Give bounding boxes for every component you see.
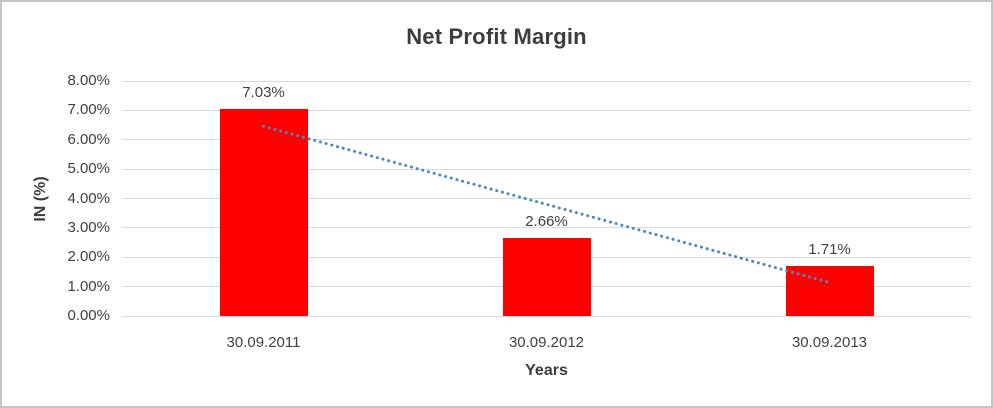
gridline bbox=[122, 109, 971, 111]
y-tick-label: 6.00% bbox=[67, 130, 110, 148]
y-tick-label: 2.00% bbox=[67, 248, 110, 266]
x-tick-label: 30.09.2011 bbox=[226, 334, 301, 351]
y-tick-label: 4.00% bbox=[67, 189, 110, 207]
bar bbox=[502, 237, 591, 316]
bar bbox=[219, 109, 308, 316]
y-tick-label: 7.00% bbox=[67, 101, 110, 119]
bar-value-label: 2.66% bbox=[525, 212, 568, 230]
y-tick-label: 3.00% bbox=[67, 218, 110, 236]
y-tick-label: 8.00% bbox=[67, 72, 110, 89]
chart-title: Net Profit Margin bbox=[406, 24, 587, 49]
gridline bbox=[122, 315, 971, 317]
bar-value-label: 7.03% bbox=[242, 84, 285, 102]
bar bbox=[785, 265, 874, 316]
gridline bbox=[122, 80, 971, 82]
y-tick-label: 0.00% bbox=[67, 307, 110, 324]
x-axis-title: Years bbox=[525, 362, 568, 379]
x-tick-label: 30.09.2013 bbox=[791, 334, 868, 351]
y-tick-label: 5.00% bbox=[67, 160, 110, 178]
bar-value-label: 1.71% bbox=[808, 240, 851, 258]
y-tick-label: 1.00% bbox=[67, 277, 110, 295]
x-tick-label: 30.09.2012 bbox=[508, 334, 585, 351]
